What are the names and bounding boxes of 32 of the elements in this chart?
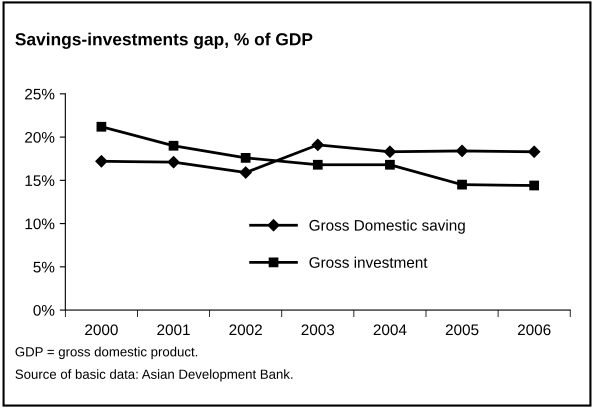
point: [384, 146, 396, 158]
text: GDP = gross domestic product.: [16, 346, 198, 360]
point: [96, 122, 106, 132]
point: [312, 138, 324, 151]
point: [529, 180, 540, 190]
y-tick-label: 5%: [33, 262, 54, 273]
point: [456, 144, 468, 158]
x-tick-label: 2004: [374, 324, 406, 336]
point: [240, 166, 252, 179]
point: [240, 152, 251, 163]
point: [168, 140, 178, 151]
point: [167, 156, 180, 168]
point: [95, 155, 108, 168]
y-tick-label: 25%: [25, 88, 54, 100]
y-tick-label: 15%: [26, 175, 54, 186]
point: [385, 160, 395, 170]
point: [312, 160, 323, 170]
point: [457, 180, 467, 190]
y-tick-label: 0%: [33, 304, 54, 316]
point: [528, 146, 540, 158]
source-note: Source of basic data: Asian Development Bank.: [15, 369, 292, 382]
x-tick-label: 2002: [229, 324, 262, 336]
x-tick-label: 2005: [446, 324, 478, 336]
x-tick-label: 2001: [157, 324, 190, 336]
y-tick-label: 20%: [25, 132, 54, 143]
x-tick-label: 2003: [302, 324, 334, 336]
x-tick-label: 2000: [85, 324, 118, 336]
legend-label: Gross investment: [309, 256, 428, 268]
x-tick-label: 2006: [518, 324, 550, 336]
legend-label: Gross Domestic saving: [309, 220, 465, 234]
chart-title: Savings-investments gap, % of GDP: [15, 32, 312, 49]
y-tick-label: 10%: [26, 218, 54, 230]
